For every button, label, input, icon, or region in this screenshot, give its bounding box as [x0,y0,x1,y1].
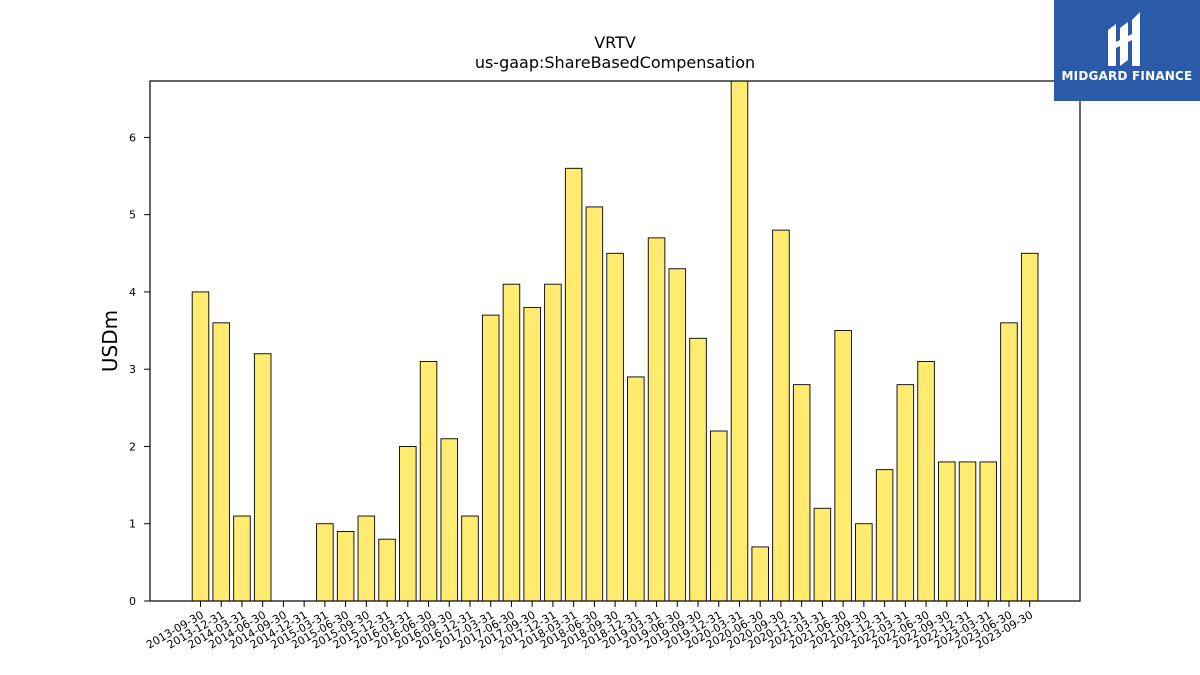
y-tick-label: 1 [129,518,136,531]
y-tick-label: 3 [129,363,136,376]
bar-2021-09-30 [855,523,873,602]
bar-2020-12-31 [792,384,811,602]
bar-2016-09-30 [440,438,459,602]
bar-2023-03-31 [979,461,997,602]
bar-2017-12-31 [544,283,562,602]
bar-2023-09-30 [1020,252,1039,602]
chart-subtitle: us-gaap:ShareBasedCompensation [475,53,755,72]
midgard-finance-logo: MIDGARD FINANCE [1054,0,1200,101]
bar-2022-09-30 [938,461,956,602]
bar-2017-03-31 [481,314,500,602]
y-tick-label: 6 [129,131,136,144]
bar-2016-06-30 [419,361,438,602]
y-tick-label: 0 [129,595,136,608]
bar-2013-09-30 [191,291,210,602]
plot-frame [149,80,1081,602]
bar-2021-12-31 [875,469,894,602]
bar-2015-12-31 [378,538,396,602]
bar-2016-03-31 [399,446,417,602]
y-tick-label: 4 [129,286,136,299]
bar-2020-09-30 [772,229,790,602]
bar-2016-12-31 [461,515,479,602]
bar-2021-03-31 [813,507,832,602]
bar-2015-03-31 [316,523,334,602]
y-tick-label: 5 [129,209,136,222]
logo-text: MIDGARD FINANCE [1061,69,1193,83]
bar-2018-03-31 [564,167,583,602]
bar-2014-03-31 [233,515,251,602]
bar-2018-09-30 [606,252,624,602]
y-axis-label: USDm [98,310,122,372]
bar-2022-06-30 [917,361,935,602]
bars-group [191,80,1039,602]
bar-2015-09-30 [357,515,376,602]
y-axis-ticks: 0 1 2 3 4 5 6 [129,131,150,608]
bar-2022-12-31 [958,461,977,602]
midgard-logo-icon [1108,12,1140,66]
x-axis-ticks: 2013-09-302013-12-312014-03-312014-06-30… [144,601,1035,652]
y-tick-label: 2 [129,440,136,453]
bar-2019-09-30 [689,337,707,602]
bar-2017-06-30 [502,283,521,602]
bar-2018-06-30 [585,206,604,602]
bar-2019-03-31 [647,237,666,602]
bar-2018-12-31 [627,376,645,602]
bar-2019-12-31 [710,430,728,602]
bar-2023-06-30 [1000,322,1018,602]
bar-2021-06-30 [834,330,852,602]
bar-2022-03-31 [896,384,915,602]
bar-2017-09-30 [523,306,541,602]
bar-2020-03-31 [730,80,749,602]
bar-2013-12-31 [212,322,230,602]
bar-2014-06-30 [253,353,272,602]
bar-2019-06-30 [668,268,687,602]
chart-title: VRTV [594,33,636,52]
bar-2015-06-30 [336,531,355,602]
bar-2020-06-30 [751,546,769,602]
